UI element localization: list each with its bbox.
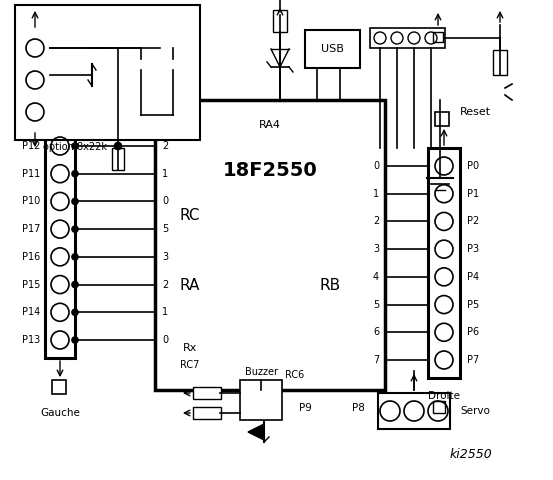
Text: P5: P5 xyxy=(467,300,479,310)
Bar xyxy=(45,128,75,358)
Bar xyxy=(155,100,385,390)
Text: P2: P2 xyxy=(467,216,479,227)
Polygon shape xyxy=(78,66,92,84)
Text: Gauche: Gauche xyxy=(40,408,80,418)
Text: RB: RB xyxy=(320,277,341,292)
Polygon shape xyxy=(248,424,264,440)
Text: Rx: Rx xyxy=(183,343,197,353)
Text: RA: RA xyxy=(180,277,200,292)
Text: P9: P9 xyxy=(299,403,311,413)
Text: 7: 7 xyxy=(373,355,379,365)
Circle shape xyxy=(72,254,78,260)
Bar xyxy=(433,32,443,42)
Bar xyxy=(130,65,152,70)
Text: RA4: RA4 xyxy=(259,120,281,130)
Bar xyxy=(428,148,460,378)
Circle shape xyxy=(72,309,78,315)
Text: P4: P4 xyxy=(467,272,479,282)
Text: 3: 3 xyxy=(162,252,168,262)
Circle shape xyxy=(72,282,78,288)
Text: 5: 5 xyxy=(162,224,168,234)
Text: option 8x22k: option 8x22k xyxy=(43,142,107,152)
Text: P3: P3 xyxy=(467,244,479,254)
Bar xyxy=(493,50,507,75)
Bar xyxy=(112,148,124,170)
Bar xyxy=(305,30,360,68)
Text: Servo: Servo xyxy=(460,406,490,416)
Text: P10: P10 xyxy=(22,196,40,206)
Text: RC7: RC7 xyxy=(180,360,200,370)
Bar xyxy=(240,380,282,420)
Circle shape xyxy=(72,337,78,343)
Bar xyxy=(15,5,200,140)
Text: 0: 0 xyxy=(373,161,379,171)
Text: 0: 0 xyxy=(162,196,168,206)
Bar xyxy=(130,59,152,64)
Text: P12: P12 xyxy=(22,141,40,151)
Bar xyxy=(193,387,221,399)
Text: USB: USB xyxy=(321,44,344,54)
Text: 3: 3 xyxy=(373,244,379,254)
Text: 1: 1 xyxy=(373,189,379,199)
Bar xyxy=(433,401,445,413)
Text: RC6: RC6 xyxy=(285,370,305,380)
Text: 6: 6 xyxy=(373,327,379,337)
Text: P8: P8 xyxy=(352,403,364,413)
Text: P11: P11 xyxy=(22,168,40,179)
Bar xyxy=(193,407,221,419)
Text: P0: P0 xyxy=(467,161,479,171)
Bar xyxy=(162,59,184,64)
Circle shape xyxy=(72,171,78,177)
Text: 2: 2 xyxy=(162,279,168,289)
Circle shape xyxy=(72,198,78,204)
Text: P14: P14 xyxy=(22,307,40,317)
Bar xyxy=(378,393,450,429)
Text: P15: P15 xyxy=(22,279,40,289)
Text: 1: 1 xyxy=(162,307,168,317)
Text: 2: 2 xyxy=(162,141,168,151)
Text: Droite: Droite xyxy=(428,391,460,401)
Text: P6: P6 xyxy=(467,327,479,337)
Text: 1: 1 xyxy=(162,168,168,179)
Text: P13: P13 xyxy=(22,335,40,345)
Circle shape xyxy=(72,143,78,149)
Text: ki2550: ki2550 xyxy=(450,448,493,461)
Text: P7: P7 xyxy=(467,355,479,365)
Text: P16: P16 xyxy=(22,252,40,262)
Bar xyxy=(273,10,287,32)
Text: 18F2550: 18F2550 xyxy=(223,160,317,180)
Text: 2: 2 xyxy=(373,216,379,227)
Text: 4: 4 xyxy=(373,272,379,282)
Text: P17: P17 xyxy=(22,224,40,234)
Bar xyxy=(435,112,449,126)
Text: 0: 0 xyxy=(162,335,168,345)
Bar xyxy=(52,380,66,394)
Text: RC: RC xyxy=(180,207,200,223)
Bar xyxy=(162,65,184,70)
Text: 5: 5 xyxy=(373,300,379,310)
Circle shape xyxy=(114,143,122,149)
Text: Buzzer: Buzzer xyxy=(244,367,278,377)
Bar xyxy=(20,30,50,130)
Text: P1: P1 xyxy=(467,189,479,199)
Bar xyxy=(370,28,445,48)
Circle shape xyxy=(72,226,78,232)
Text: Reset: Reset xyxy=(460,107,491,117)
